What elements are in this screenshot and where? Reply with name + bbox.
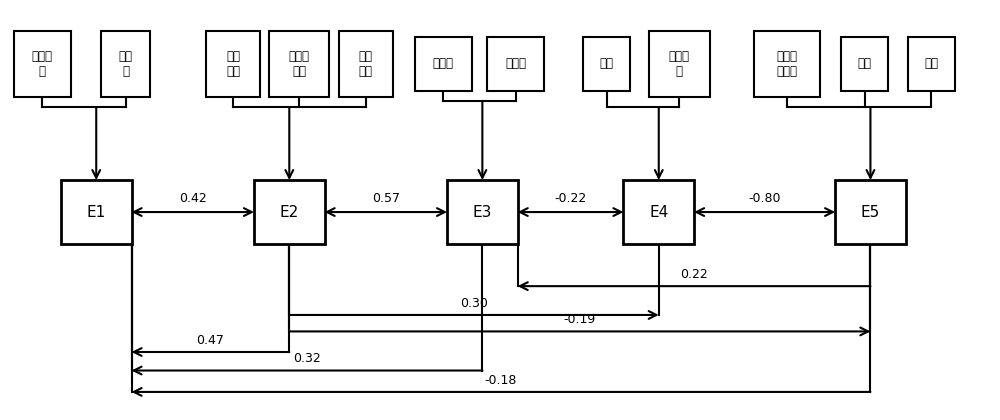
Bar	[206, 31, 260, 97]
Bar	[61, 180, 132, 244]
Text: 溶解气
体: 溶解气 体	[32, 50, 53, 78]
Bar	[623, 180, 694, 244]
Text: E5: E5	[861, 205, 880, 220]
Text: 0.42: 0.42	[179, 192, 207, 205]
Text: E1: E1	[87, 205, 106, 220]
Text: 击穿电
压: 击穿电 压	[669, 50, 690, 78]
Text: 0.47: 0.47	[196, 333, 224, 346]
Text: -0.18: -0.18	[485, 373, 517, 386]
Text: 0.30: 0.30	[460, 297, 488, 310]
Bar	[649, 31, 710, 97]
Text: -0.19: -0.19	[564, 313, 596, 326]
Bar	[835, 180, 906, 244]
Text: -0.22: -0.22	[554, 192, 587, 205]
Text: 0.32: 0.32	[293, 352, 321, 365]
Text: 酸值: 酸值	[924, 58, 938, 71]
Bar	[754, 31, 820, 97]
Bar	[269, 31, 329, 97]
Text: 油泥和
沉淀物: 油泥和 沉淀物	[777, 50, 798, 78]
Bar	[339, 31, 393, 97]
Text: 介损: 介损	[858, 58, 872, 71]
Bar	[254, 180, 325, 244]
Text: 抗氧
化剂: 抗氧 化剂	[359, 50, 373, 78]
Text: -0.80: -0.80	[748, 192, 781, 205]
Text: 颗粒数: 颗粒数	[505, 58, 526, 71]
Bar	[101, 31, 150, 97]
Text: 0.57: 0.57	[372, 192, 400, 205]
Text: E4: E4	[649, 205, 668, 220]
Text: 界面
张力: 界面 张力	[226, 50, 240, 78]
Bar	[841, 37, 888, 91]
Bar	[487, 37, 544, 91]
Bar	[583, 37, 630, 91]
Bar	[14, 31, 71, 97]
Bar	[447, 180, 518, 244]
Text: 含气
量: 含气 量	[119, 50, 133, 78]
Text: E3: E3	[473, 205, 492, 220]
Bar	[908, 37, 955, 91]
Text: 含铜量: 含铜量	[433, 58, 454, 71]
Text: 体积电
阻率: 体积电 阻率	[289, 50, 310, 78]
Bar	[415, 37, 472, 91]
Text: 0.22: 0.22	[680, 268, 708, 281]
Text: E2: E2	[280, 205, 299, 220]
Text: 水分: 水分	[600, 58, 614, 71]
